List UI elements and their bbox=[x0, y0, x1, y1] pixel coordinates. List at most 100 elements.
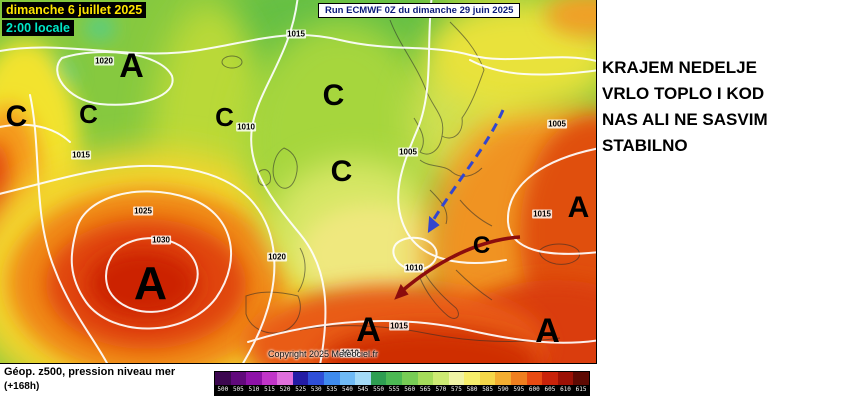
legend-color-swatch bbox=[479, 372, 496, 385]
legend-value-label: 500 bbox=[215, 385, 231, 395]
legend-color-swatch bbox=[386, 372, 402, 385]
pressure-system-c-label: C bbox=[5, 100, 28, 133]
legend-segment: 580 bbox=[464, 372, 480, 395]
legend-value-label: 560 bbox=[401, 385, 418, 395]
legend-segment: 595 bbox=[510, 372, 527, 395]
color-field bbox=[0, 0, 596, 363]
legend-color-swatch bbox=[230, 372, 247, 385]
isobar-value-label: 1030 bbox=[151, 235, 171, 245]
legend-color-swatch bbox=[355, 372, 371, 385]
legend-value-label: 600 bbox=[526, 385, 543, 395]
legend-segment: 535 bbox=[324, 372, 340, 395]
legend-segment: 520 bbox=[277, 372, 293, 395]
legend-color-swatch bbox=[448, 372, 465, 385]
annotation-line: KRAJEM NEDELJE bbox=[602, 58, 757, 77]
legend-color-swatch bbox=[215, 372, 231, 385]
legend-value-label: 535 bbox=[324, 385, 340, 395]
isobar-label-layer: 1015 1020 1015 1010 1005 1025 1030 1020 1010 1015… bbox=[71, 29, 567, 358]
map-svg bbox=[0, 0, 596, 363]
legend-segment: 530 bbox=[308, 372, 325, 395]
legend-value-label: 515 bbox=[261, 385, 278, 395]
pressure-system-c-label: C bbox=[322, 79, 345, 112]
pressure-system-a-label: A bbox=[119, 47, 144, 85]
legend-segment: 545 bbox=[355, 372, 371, 395]
annotation-line: STABILNO bbox=[602, 136, 688, 155]
model-run-label: Run ECMWF 0Z du dimanche 29 juin 2025 bbox=[318, 3, 521, 18]
coastlines bbox=[221, 19, 580, 342]
legend-segment: 515 bbox=[261, 372, 278, 395]
pressure-system-c-label: C bbox=[330, 155, 353, 188]
legend-segment: 615 bbox=[573, 372, 589, 395]
pressure-system-c-label: C bbox=[79, 99, 98, 129]
legend-value-label: 575 bbox=[448, 385, 465, 395]
legend-color-swatch bbox=[370, 372, 387, 385]
legend-color-swatch bbox=[292, 372, 309, 385]
legend-value-label: 565 bbox=[417, 385, 434, 395]
isobar-value-label: 1005 bbox=[398, 147, 418, 157]
isobar-value-label: 1025 bbox=[133, 206, 153, 216]
isobar-value-label: 1010 bbox=[404, 263, 424, 273]
legend-segment: 560 bbox=[401, 372, 418, 395]
legend-value-label: 585 bbox=[479, 385, 496, 395]
legend-segment: 525 bbox=[292, 372, 309, 395]
pressure-system-a-label: A bbox=[133, 257, 167, 309]
legend-value-label: 550 bbox=[370, 385, 387, 395]
legend-scale: 500 505 510 515 520 525 530 535 540 545 550 555 560 5… bbox=[214, 371, 590, 396]
isobar-value-label: 1010 bbox=[340, 348, 360, 358]
legend-segment: 585 bbox=[479, 372, 496, 395]
legend-segment: 570 bbox=[433, 372, 449, 395]
isobars bbox=[0, 0, 596, 363]
legend-forecast-hour: (+168h) bbox=[4, 381, 40, 392]
trajectory-arrow-red bbox=[394, 235, 521, 300]
legend-color-swatch bbox=[510, 372, 527, 385]
legend-value-label: 525 bbox=[292, 385, 309, 395]
legend-segment: 510 bbox=[246, 372, 262, 395]
annotation-line: VRLO TOPLO I KOD bbox=[602, 84, 765, 103]
legend-value-label: 520 bbox=[277, 385, 293, 395]
trajectory-arrow-blue bbox=[427, 109, 505, 233]
annotation-line: NAS ALI NE SASVIM bbox=[602, 110, 768, 129]
pressure-system-a-label: A bbox=[535, 312, 560, 350]
isobar-value-label: 1015 bbox=[71, 150, 91, 160]
legend-value-label: 505 bbox=[230, 385, 247, 395]
legend-color-swatch bbox=[277, 372, 293, 385]
legend-segment: 600 bbox=[526, 372, 543, 395]
legend-segment: 590 bbox=[495, 372, 511, 395]
legend-segment: 555 bbox=[386, 372, 402, 395]
legend-segment: 540 bbox=[339, 372, 356, 395]
legend-color-swatch bbox=[573, 372, 589, 385]
legend-segment: 500 bbox=[215, 372, 231, 395]
legend-color-swatch bbox=[261, 372, 278, 385]
isobar-value-label: 1015 bbox=[389, 321, 409, 331]
legend-value-label: 570 bbox=[433, 385, 449, 395]
time-label: 2:00 locale bbox=[2, 20, 74, 36]
legend-value-label: 540 bbox=[339, 385, 356, 395]
legend-segment: 505 bbox=[230, 372, 247, 395]
date-label: dimanche 6 juillet 2025 bbox=[2, 2, 147, 18]
legend-color-swatch bbox=[417, 372, 434, 385]
legend-value-label: 545 bbox=[355, 385, 371, 395]
legend-color-swatch bbox=[401, 372, 418, 385]
legend-color-swatch bbox=[339, 372, 356, 385]
legend-value-label: 605 bbox=[542, 385, 558, 395]
legend-color-swatch bbox=[324, 372, 340, 385]
pressure-system-a-label: A bbox=[356, 311, 381, 349]
legend-value-label: 510 bbox=[246, 385, 262, 395]
legend-color-swatch bbox=[433, 372, 449, 385]
legend-value-label: 590 bbox=[495, 385, 511, 395]
isobar-value-label: 1015 bbox=[286, 29, 306, 39]
pressure-system-c-label: C bbox=[472, 232, 490, 259]
legend-color-swatch bbox=[464, 372, 480, 385]
legend-color-swatch bbox=[246, 372, 262, 385]
isobar-value-label: 1005 bbox=[547, 119, 567, 129]
isobar-value-label: 1020 bbox=[94, 56, 114, 66]
legend-color-swatch bbox=[495, 372, 511, 385]
forecast-annotation: KRAJEM NEDELJE VRLO TOPLO I KOD NAS ALI … bbox=[602, 55, 848, 159]
isobar-value-label: 1010 bbox=[236, 122, 256, 132]
pressure-system-a-label: A bbox=[567, 191, 590, 224]
legend-value-label: 595 bbox=[510, 385, 527, 395]
